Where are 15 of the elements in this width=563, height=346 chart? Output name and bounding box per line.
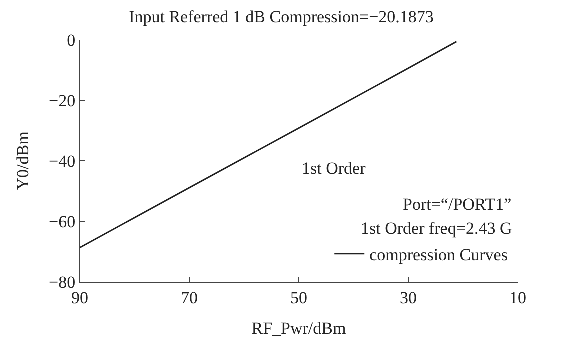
annotation: 1st Order bbox=[302, 159, 366, 178]
annotation: Port=“/PORT1” bbox=[403, 195, 512, 214]
y-tick-label: −40 bbox=[49, 152, 76, 171]
annotation: 1st Order freq=2.43 G bbox=[361, 219, 512, 238]
x-tick-label: 50 bbox=[290, 288, 308, 308]
y-tick-label: 0 bbox=[67, 30, 76, 50]
legend-label: compression Curves bbox=[370, 246, 508, 264]
x-tick-label: 10 bbox=[510, 288, 526, 308]
x-tick-label: 70 bbox=[181, 288, 198, 308]
chart-title: Input Referred 1 dB Compression=−20.1873 bbox=[129, 7, 434, 26]
x-tick-label: 30 bbox=[400, 288, 417, 308]
y-tick-label: −20 bbox=[49, 91, 76, 110]
y-axis-title: Y0/dBm bbox=[14, 132, 33, 190]
x-axis-title: RF_Pwr/dBm bbox=[252, 318, 346, 338]
y-tick-label: −60 bbox=[49, 212, 76, 232]
